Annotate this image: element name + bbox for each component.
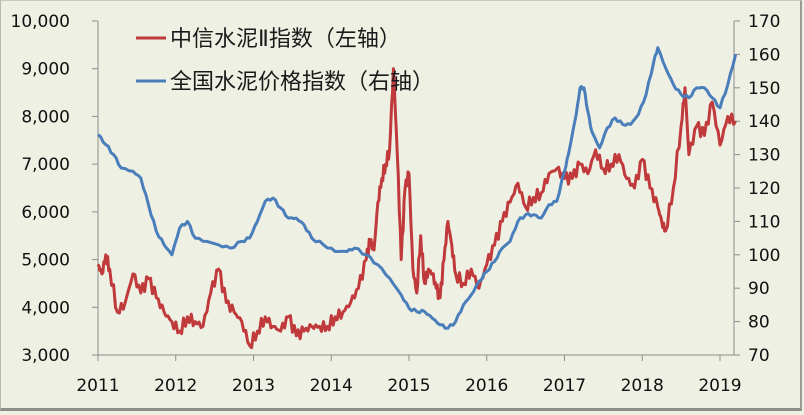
x-tick-label: 2014 [310, 376, 353, 396]
left-tick-label: 9,000 [21, 60, 70, 80]
legend-item-citic-cement: 中信水泥Ⅱ指数（左轴） [136, 27, 401, 52]
right-tick-label: 170 [748, 12, 780, 32]
x-tick-label: 2013 [232, 376, 275, 396]
right-tick-label: 150 [748, 79, 780, 99]
right-tick-label: 90 [748, 279, 770, 299]
right-tick-label: 100 [748, 246, 780, 266]
x-tick-label: 2018 [621, 376, 664, 396]
right-tick-label: 80 [748, 313, 770, 333]
axes: 3,000 4,000 5,000 6,000 7,000 8,000 9,000 10,00… [11, 12, 781, 396]
x-tick-label: 2019 [698, 376, 741, 396]
left-tick-label: 7,000 [21, 155, 70, 175]
x-tick-label: 2012 [154, 376, 197, 396]
left-tick-label: 4,000 [21, 298, 70, 318]
plot-lines [96, 46, 738, 350]
x-tick-label: 2011 [76, 376, 119, 396]
left-tick-label: 3,000 [21, 346, 70, 366]
cement-price-index-line [97, 46, 738, 330]
x-tick-label: 2017 [543, 376, 586, 396]
legend-item-cement-price: 全国水泥价格指数（右轴） [136, 70, 434, 95]
citic-cement-index-line [96, 67, 737, 350]
legend-label: 中信水泥Ⅱ指数（左轴） [170, 27, 401, 52]
legend: 中信水泥Ⅱ指数（左轴） 全国水泥价格指数（右轴） [136, 27, 434, 95]
right-tick-label: 70 [748, 346, 770, 366]
right-tick-label: 140 [748, 112, 780, 132]
left-tick-label: 6,000 [21, 203, 70, 223]
right-tick-label: 160 [748, 45, 780, 65]
right-tick-label: 110 [748, 212, 780, 232]
right-tick-label: 120 [748, 179, 780, 199]
left-tick-label: 8,000 [21, 107, 70, 127]
x-tick-label: 2015 [387, 376, 430, 396]
right-tick-label: 130 [748, 146, 780, 166]
legend-label: 全国水泥价格指数（右轴） [170, 70, 434, 95]
x-tick-label: 2016 [465, 376, 508, 396]
left-tick-label: 10,000 [11, 12, 70, 32]
left-tick-label: 5,000 [21, 251, 70, 271]
